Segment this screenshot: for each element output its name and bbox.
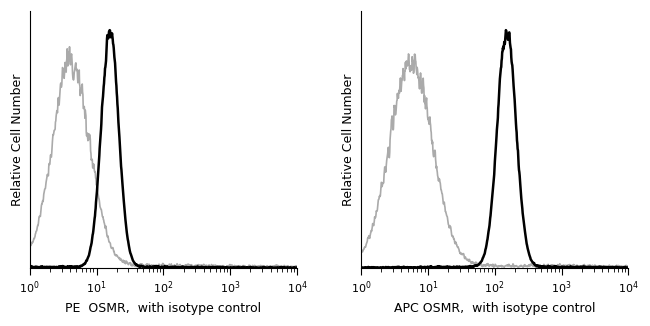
Y-axis label: Relative Cell Number: Relative Cell Number — [343, 73, 356, 206]
X-axis label: PE  OSMR,  with isotype control: PE OSMR, with isotype control — [66, 302, 261, 315]
X-axis label: APC OSMR,  with isotype control: APC OSMR, with isotype control — [394, 302, 595, 315]
Y-axis label: Relative Cell Number: Relative Cell Number — [11, 73, 24, 206]
